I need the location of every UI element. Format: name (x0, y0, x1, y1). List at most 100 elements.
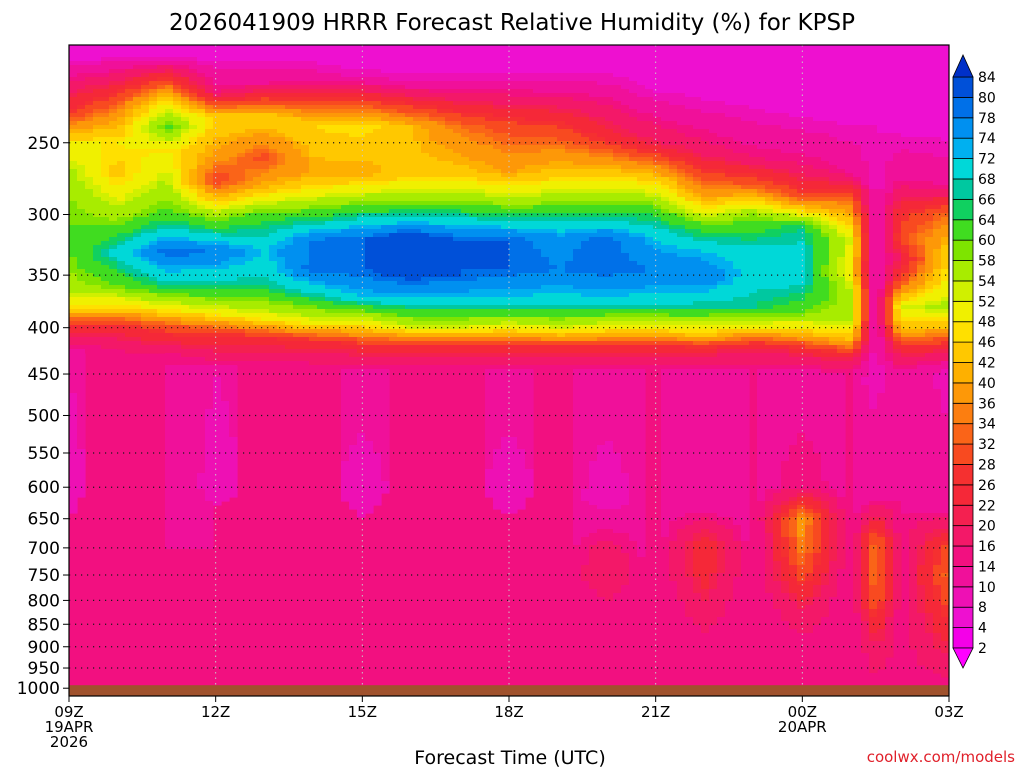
rh-cell (629, 149, 638, 158)
rh-cell (181, 121, 190, 130)
rh-cell (181, 269, 190, 282)
rh-cell (357, 161, 366, 178)
rh-cell (557, 149, 566, 162)
rh-cell (541, 145, 550, 150)
rh-cell (213, 297, 222, 302)
rh-cell (597, 153, 606, 158)
rh-cell (821, 333, 830, 338)
rh-cell (101, 45, 110, 58)
rh-cell (341, 461, 350, 502)
rh-cell (517, 449, 526, 510)
rh-cell (517, 137, 526, 146)
rh-cell (789, 601, 798, 630)
rh-cell (797, 129, 806, 154)
rh-cell (373, 129, 382, 166)
rh-cell (205, 289, 214, 298)
rh-cell (221, 329, 230, 334)
rh-cell (221, 197, 230, 202)
rh-cell (893, 341, 902, 346)
rh-cell (677, 189, 686, 198)
rh-cell (253, 69, 262, 86)
rh-cell (141, 97, 150, 102)
rh-cell (805, 525, 814, 554)
rh-cell (701, 101, 710, 114)
rh-cell (637, 333, 646, 338)
rh-cell (397, 345, 406, 354)
rh-cell (861, 329, 870, 342)
rh-cell (757, 341, 766, 346)
rh-cell (853, 349, 862, 354)
rh-cell (893, 305, 902, 310)
rh-cell (325, 101, 334, 106)
rh-cell (821, 321, 830, 326)
rh-cell (77, 141, 86, 166)
rh-cell (413, 81, 422, 90)
rh-cell (565, 189, 574, 194)
rh-cell (437, 117, 446, 122)
rh-cell (421, 117, 430, 122)
rh-cell (93, 113, 102, 118)
rh-cell (253, 213, 262, 226)
rh-cell (917, 189, 926, 198)
rh-cell (261, 229, 270, 238)
rh-cell (157, 57, 166, 62)
rh-cell (149, 105, 158, 110)
rh-cell (837, 277, 846, 322)
rh-cell (253, 321, 262, 326)
rh-cell (933, 249, 942, 270)
rh-cell (453, 241, 462, 278)
rh-cell (725, 329, 734, 334)
rh-cell (501, 205, 510, 210)
rh-cell (909, 365, 918, 370)
rh-cell (389, 305, 398, 310)
rh-cell (773, 345, 782, 350)
rh-cell (541, 337, 550, 342)
rh-cell (573, 149, 582, 154)
rh-cell (301, 281, 310, 294)
rh-cell (117, 245, 126, 262)
rh-cell (733, 541, 742, 578)
rh-cell (525, 353, 534, 358)
rh-cell (509, 321, 518, 326)
rh-cell (501, 109, 510, 118)
rh-cell (381, 357, 390, 366)
rh-cell (125, 321, 134, 326)
rh-cell (581, 581, 590, 606)
rh-cell (661, 229, 670, 246)
rh-cell (141, 273, 150, 278)
rh-cell (341, 117, 350, 122)
rh-cell (181, 549, 190, 602)
rh-cell (309, 309, 318, 318)
rh-cell (733, 297, 742, 310)
rh-cell (789, 217, 798, 222)
rh-cell (565, 305, 574, 310)
rh-cell (277, 289, 286, 294)
credit-link[interactable]: coolwx.com/models (867, 748, 1015, 766)
rh-cell (269, 209, 278, 214)
rh-cell (653, 197, 662, 206)
rh-cell (301, 105, 310, 110)
rh-cell (749, 337, 758, 342)
rh-cell (581, 145, 590, 150)
rh-cell (189, 345, 198, 350)
rh-cell (173, 109, 182, 114)
rh-cell (205, 365, 214, 410)
rh-cell (237, 301, 246, 310)
rh-cell (661, 161, 670, 166)
rh-cell (317, 81, 326, 86)
rh-cell (565, 177, 574, 182)
rh-cell (517, 353, 526, 358)
rh-cell (93, 117, 102, 126)
rh-cell (893, 181, 902, 190)
rh-cell (229, 133, 238, 142)
rh-cell (69, 273, 78, 294)
rh-cell (117, 109, 126, 118)
rh-cell (285, 105, 294, 110)
rh-cell (797, 229, 806, 242)
rh-cell (445, 305, 454, 310)
rh-cell (637, 213, 646, 222)
rh-cell (693, 349, 702, 354)
rh-cell (597, 309, 606, 318)
rh-cell (397, 341, 406, 346)
rh-cell (373, 217, 382, 226)
